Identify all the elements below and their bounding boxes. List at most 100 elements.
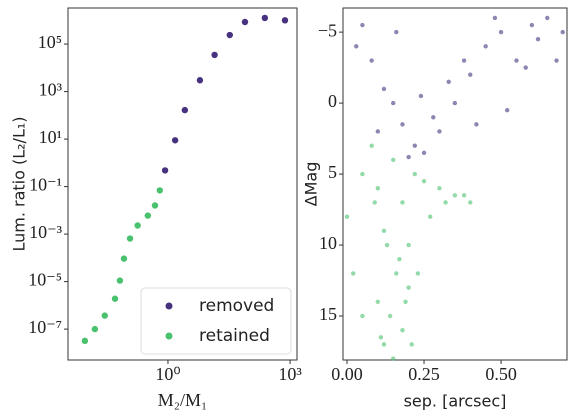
y-tick-label: 15 — [319, 304, 337, 324]
data-point — [391, 356, 396, 361]
data-point — [281, 17, 289, 24]
y-tick-label: 10⁻³ — [29, 222, 63, 242]
data-point — [560, 29, 565, 35]
data-point — [468, 72, 473, 77]
y-tick-label: 10⁻⁵ — [28, 270, 62, 290]
data-point — [394, 29, 399, 35]
x-tick-label: 0.00 — [331, 364, 363, 384]
data-point — [134, 222, 141, 229]
x-axis-label: M₂/M₁ — [158, 390, 208, 410]
legend-marker — [165, 302, 173, 310]
y-tick-label: 10³ — [39, 80, 63, 100]
data-point — [91, 325, 99, 333]
data-point — [421, 150, 427, 155]
data-point — [391, 100, 396, 106]
data-point — [354, 44, 359, 49]
data-point — [111, 295, 119, 302]
data-point — [406, 285, 411, 290]
data-point — [391, 157, 396, 163]
data-point — [81, 337, 89, 345]
y-axis-label: Lum. ratio (L₂/L₁) — [10, 116, 29, 251]
data-point — [437, 129, 442, 134]
x-tick-label: 0.25 — [408, 364, 440, 384]
data-point — [126, 235, 134, 242]
y-tick-label: 5 — [328, 162, 337, 182]
x-axis-label: sep. [arcsec] — [404, 392, 507, 411]
data-point — [409, 342, 414, 347]
data-point — [360, 22, 365, 28]
data-point — [406, 154, 411, 160]
data-point — [452, 193, 458, 198]
data-point — [384, 242, 390, 248]
left-plot-frame — [67, 7, 298, 361]
data-point — [431, 115, 436, 120]
data-point — [468, 200, 473, 205]
data-point — [156, 187, 163, 194]
data-point — [181, 106, 189, 114]
data-point — [378, 335, 384, 340]
data-point — [394, 271, 399, 276]
data-point — [241, 18, 249, 26]
data-point — [523, 65, 528, 70]
data-point — [535, 37, 541, 42]
data-point — [369, 143, 374, 148]
data-point — [226, 31, 233, 39]
data-point — [196, 77, 204, 84]
legend-label: retained — [199, 326, 270, 346]
data-point — [461, 58, 467, 63]
y-tick-label: 10¹ — [39, 127, 62, 147]
data-point — [360, 171, 365, 177]
data-point — [437, 186, 442, 191]
y-tick-label: 0 — [328, 91, 337, 111]
x-tick-label: 10⁰ — [155, 364, 180, 384]
data-point — [427, 214, 433, 219]
y-tick-label: 10⁻¹ — [29, 175, 62, 195]
y-tick-label: −5 — [318, 20, 337, 40]
x-tick-label: 10³ — [278, 364, 302, 384]
data-point — [412, 143, 417, 148]
data-point — [406, 242, 411, 248]
y-tick-label: 10⁻⁷ — [28, 317, 62, 337]
data-point — [375, 299, 381, 305]
data-point — [171, 137, 179, 144]
data-point — [381, 228, 387, 234]
data-point — [403, 299, 408, 305]
data-point — [151, 202, 159, 209]
x-tick-label: 0.50 — [485, 364, 517, 384]
data-point — [545, 15, 550, 21]
data-point — [421, 178, 427, 184]
data-point — [400, 327, 405, 333]
data-point — [144, 212, 152, 219]
data-point — [452, 100, 458, 106]
data-point — [400, 122, 405, 127]
data-point — [381, 86, 387, 92]
data-point — [397, 257, 402, 262]
y-tick-label: 10 — [319, 233, 337, 253]
data-point — [483, 44, 488, 49]
data-point — [446, 79, 451, 85]
data-point — [474, 122, 479, 127]
data-point — [350, 271, 356, 276]
data-point — [529, 22, 535, 28]
data-point — [415, 271, 421, 276]
data-point — [443, 200, 448, 205]
data-point — [412, 171, 417, 177]
data-point — [375, 129, 381, 134]
data-point — [161, 167, 169, 174]
data-point — [554, 58, 559, 63]
data-point — [375, 186, 381, 191]
data-point — [461, 193, 467, 198]
data-point — [369, 58, 374, 63]
data-point — [387, 313, 393, 319]
data-point — [514, 58, 519, 63]
y-axis-label: ΔMag — [302, 162, 321, 207]
legend-label: removed — [199, 296, 274, 316]
data-point — [400, 200, 405, 205]
y-tick-label: 10⁵ — [38, 32, 62, 52]
right-plot-frame — [342, 7, 568, 361]
data-point — [418, 93, 424, 99]
data-point — [492, 15, 498, 21]
data-point — [344, 214, 350, 219]
data-point — [505, 107, 510, 113]
